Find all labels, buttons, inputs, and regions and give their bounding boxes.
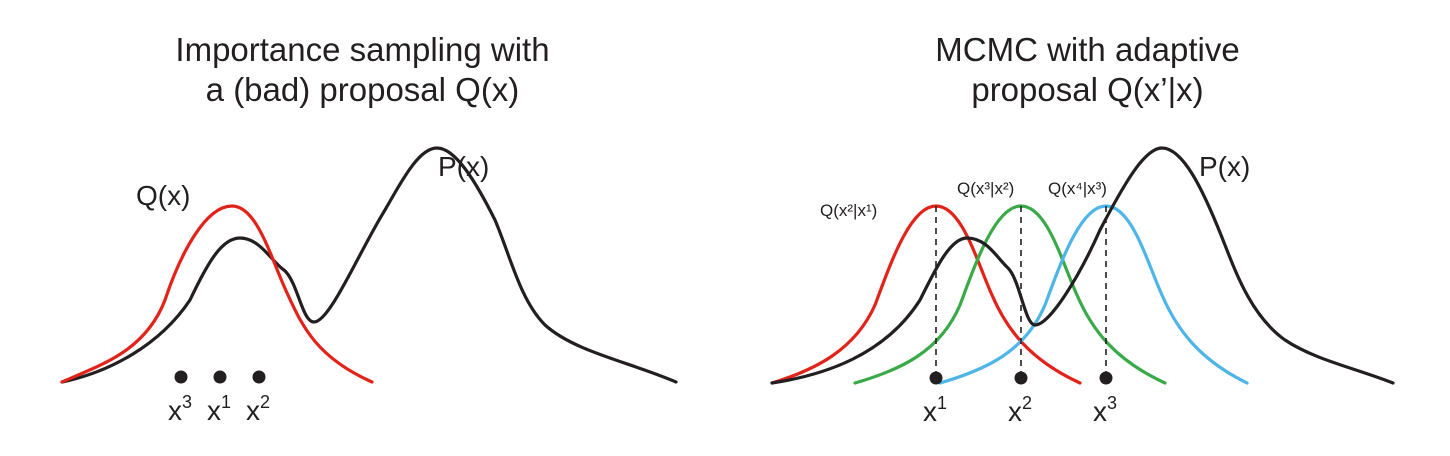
sample-label-x1: x1: [207, 392, 231, 426]
sample-dot-x1: [213, 370, 227, 384]
sample-dot-x1: [929, 371, 943, 385]
sample-dot-x3: [174, 370, 188, 384]
mcmc-panel: MCMC with adaptive proposal Q(x’|x) P(x)…: [725, 0, 1450, 456]
proposal-q-x3-given-x2-curve: [853, 204, 1167, 385]
proposal-label-q-x3-x2: Q(x³|x²): [957, 179, 1014, 198]
proposal-label-q-x4-x3: Q(x⁴|x³): [1048, 179, 1107, 198]
proposal-q-x4-given-x3-curve: [938, 204, 1249, 385]
sample-dot-x2: [252, 370, 266, 384]
p-curve-label: P(x): [1199, 151, 1250, 182]
target-distribution-p-curve: [770, 146, 1395, 385]
proposal-q-x2-given-x1-curve: [770, 204, 1082, 385]
p-curve-label: P(x): [438, 151, 489, 182]
sample-label-x3: x3: [168, 392, 192, 426]
sample-label-x2: x2: [1008, 393, 1032, 427]
importance-sampling-panel: Importance sampling with a (bad) proposa…: [0, 30, 725, 426]
title-line-2: a (bad) proposal Q(x): [205, 71, 520, 108]
proposal-label-q-x2-x1: Q(x²|x¹): [820, 201, 877, 220]
mcmc-title: MCMC with adaptive proposal Q(x’|x): [725, 30, 1450, 110]
title-line-1: Importance sampling with: [175, 31, 550, 68]
q-curve-label: Q(x): [136, 180, 190, 211]
title-line-2: proposal Q(x’|x): [971, 71, 1204, 108]
sample-label-x2: x2: [246, 392, 270, 426]
sample-dot-x3: [1099, 371, 1113, 385]
sample-label-x1: x1: [923, 393, 947, 427]
title-line-1: MCMC with adaptive: [935, 31, 1240, 68]
sample-dot-x2: [1014, 371, 1028, 385]
importance-sampling-title: Importance sampling with a (bad) proposa…: [0, 30, 725, 110]
mcmc-diagram: P(x) Q(x²|x¹) Q(x³|x²) Q(x⁴|x³) x1 x2 x3: [770, 146, 1395, 427]
proposal-q-curve: [60, 204, 374, 384]
sample-label-x3: x3: [1093, 393, 1117, 427]
target-distribution-p-curve: [60, 146, 678, 384]
importance-sampling-diagram: P(x) Q(x) x3 x1 x2: [60, 146, 678, 426]
